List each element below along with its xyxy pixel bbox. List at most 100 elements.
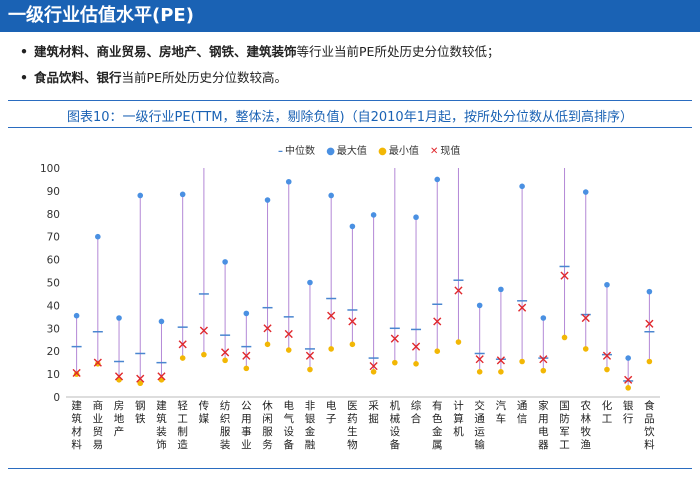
current-point xyxy=(411,342,421,351)
x-tick-label: 家用电器 xyxy=(538,399,549,451)
current-point xyxy=(369,361,378,371)
max-point xyxy=(349,223,356,230)
x-tick-label: 通信 xyxy=(517,400,528,425)
min-point xyxy=(413,360,419,367)
current-point xyxy=(602,351,612,360)
min-point xyxy=(95,360,101,367)
min-point xyxy=(243,365,250,372)
min-point xyxy=(328,346,334,352)
max-point xyxy=(476,302,483,309)
max-point xyxy=(370,212,377,218)
current-point xyxy=(624,375,633,384)
current-point xyxy=(93,358,102,367)
current-point xyxy=(263,324,272,333)
max-point xyxy=(222,259,228,265)
max-point xyxy=(413,214,419,221)
min-point xyxy=(561,334,568,341)
x-tick-label: 有色金属 xyxy=(432,399,443,451)
current-point xyxy=(72,368,81,378)
x-tick-label: 化工 xyxy=(602,399,613,425)
current-point xyxy=(136,374,145,383)
max-point xyxy=(73,312,80,319)
bullet-point-2: • 食品饮料、银行当前PE所处历史分位数较高。 xyxy=(20,67,287,86)
min-point xyxy=(73,371,80,377)
min-point xyxy=(264,341,271,348)
current-point xyxy=(178,340,187,349)
page-title: 一级行业估值水平(PE) xyxy=(8,5,194,26)
min-point xyxy=(349,341,356,348)
current-point xyxy=(221,348,230,357)
y-tick-label: 30 xyxy=(47,323,60,335)
caption-bottom-rule xyxy=(8,127,692,128)
current-point xyxy=(645,319,654,328)
max-point xyxy=(434,176,441,183)
current-point xyxy=(539,355,548,364)
bullet-highlight: 建筑材料、商业贸易、房地产、钢铁、建筑装饰 xyxy=(34,44,297,59)
x-tick-label: 食品饮料 xyxy=(644,399,655,451)
min-point xyxy=(604,366,610,373)
min-point xyxy=(540,367,547,374)
x-tick-label: 国防军工 xyxy=(559,400,570,451)
x-tick-label: 钢铁 xyxy=(135,399,146,425)
x-tick-label: 银行 xyxy=(623,399,634,425)
min-point xyxy=(285,347,292,353)
max-point xyxy=(540,315,547,321)
x-tick-label: 公用事业 xyxy=(241,400,252,451)
max-point xyxy=(498,286,504,293)
legend-item-median: – 中位数 xyxy=(278,142,315,157)
y-tick-label: 40 xyxy=(47,300,60,312)
current-cross-icon: ✕ xyxy=(430,146,439,157)
current-point xyxy=(454,286,463,295)
current-point xyxy=(242,351,251,360)
min-point xyxy=(625,385,631,391)
current-point xyxy=(157,372,166,381)
max-point xyxy=(307,279,313,286)
min-point xyxy=(392,359,398,366)
max-point xyxy=(646,288,653,295)
y-tick-label: 50 xyxy=(47,278,60,290)
legend-item-min: ● 最小值 xyxy=(378,142,419,157)
x-tick-label: 房地产 xyxy=(114,399,125,438)
max-point xyxy=(582,189,589,195)
x-tick-label: 农林牧渔 xyxy=(581,399,592,451)
y-tick-label: 70 xyxy=(47,232,60,244)
x-tick-label: 电气设备 xyxy=(284,399,295,451)
current-point xyxy=(560,271,569,280)
current-point xyxy=(581,313,590,323)
x-tick-label: 商业贸易 xyxy=(93,399,104,451)
x-tick-label: 医药生物 xyxy=(347,400,358,451)
title-bar: 一级行业估值水平(PE) xyxy=(0,0,700,32)
max-dot-icon: ● xyxy=(326,146,335,157)
min-point xyxy=(582,346,589,352)
max-point xyxy=(243,310,250,317)
x-tick-label: 建筑材料 xyxy=(71,399,82,451)
current-point xyxy=(284,329,293,339)
bullet-text: 等行业当前PE所处历史分位数较低； xyxy=(296,44,500,59)
x-tick-label: 综合 xyxy=(411,399,422,425)
min-point xyxy=(179,355,186,361)
chart-legend: – 中位数 ● 最大值 ● 最小值 ✕ 现值 xyxy=(278,142,468,157)
legend-label: 最大值 xyxy=(336,146,367,157)
chart-caption: 图表10：一级行业PE(TTM，整体法，剔除负值)（自2010年1月起，按所处分… xyxy=(67,110,633,125)
max-point xyxy=(519,183,525,190)
x-tick-label: 建筑装饰 xyxy=(156,399,167,451)
footer-rule xyxy=(8,468,692,469)
y-tick-label: 80 xyxy=(47,209,60,221)
min-point xyxy=(370,369,377,375)
x-tick-label: 采掘 xyxy=(368,400,379,425)
min-point xyxy=(137,380,144,387)
max-point xyxy=(179,191,186,198)
current-point xyxy=(305,351,315,360)
x-tick-label: 纺织服装 xyxy=(220,399,231,451)
x-tick-label: 机械设备 xyxy=(390,399,401,451)
bullet-symbol: • xyxy=(20,44,28,59)
y-tick-label: 90 xyxy=(47,186,60,198)
legend-item-max: ● 最大值 xyxy=(326,142,367,157)
min-point xyxy=(498,369,504,375)
median-dash-icon: – xyxy=(278,146,283,157)
min-point xyxy=(307,366,313,373)
legend-item-current: ✕ 现值 xyxy=(430,142,460,157)
max-point xyxy=(625,355,631,361)
current-point xyxy=(327,311,336,320)
